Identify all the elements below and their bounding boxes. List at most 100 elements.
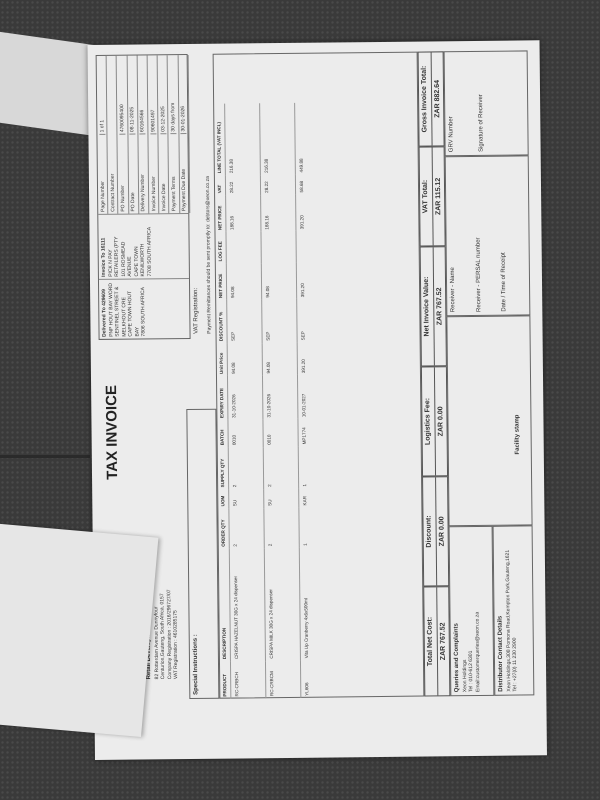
total-value: ZAR 882.64	[430, 52, 444, 146]
info-key: Invoice Number	[150, 176, 157, 212]
table-cell: SEP	[226, 299, 263, 344]
distributor-line: Tel : +27(0) 11 230 2900	[511, 637, 519, 692]
table-cell: 188.16	[260, 194, 296, 232]
info-key: PO Number	[119, 185, 127, 212]
info-key: Payment Terms	[170, 176, 178, 212]
page-title: TAX INVOICE	[103, 384, 122, 480]
delivered-to: Delivered To 429609 PNP HOUT BAY WORD SE…	[98, 277, 190, 339]
info-value: 90601497	[149, 55, 156, 135]
table-cell: 0010	[262, 419, 299, 447]
table-cell: 216.38	[259, 102, 296, 175]
total-label: Gross Invoice Total:	[420, 65, 429, 133]
total-value: ZAR 0.00	[433, 367, 448, 476]
address-line: 7806 SOUTH AFRICA	[140, 286, 147, 337]
receiver-box: Receiver - Name Receiver - PERSAL number…	[444, 155, 531, 317]
total-cell: VAT Total: ZAR 115.12	[418, 146, 446, 247]
address-line: 7708 SOUTH AFRICA	[145, 226, 153, 277]
total-value: ZAR 0.00	[435, 477, 449, 586]
facility-stamp-box: Facility stamp	[446, 315, 533, 527]
table-cell	[260, 231, 297, 263]
table-cell: SEP	[261, 299, 298, 343]
total-label: Total Net Cost:	[426, 616, 435, 667]
table-cell: 216.38	[224, 103, 261, 176]
info-key: Page Number	[99, 180, 106, 212]
remittance-note: Payment Remittances should be sent promp…	[204, 176, 213, 334]
info-key: Invoice Date	[160, 183, 167, 212]
info-key: Delivery Number	[140, 174, 147, 212]
facility-stamp-label: Facility stamp	[514, 414, 521, 455]
column-header: DISCOUNT %	[218, 311, 224, 342]
receipt-date-label: Date / Time of Receipt	[500, 252, 508, 312]
address-line: SENTINEL STREET &	[114, 286, 121, 337]
table-cell: 449.88	[294, 102, 331, 175]
column-header: Unit Price	[218, 352, 224, 375]
grv-box: GRV Number Signature of Receiver	[443, 50, 529, 157]
table-cell: CRISPA HAZELNUT 30G x 24 dispenser	[229, 548, 266, 662]
table-cell: 31-10-2026	[227, 375, 263, 420]
seat-seam	[0, 455, 90, 458]
total-value: ZAR 115.12	[431, 147, 445, 246]
info-value: 1 of 1	[98, 55, 106, 136]
items-table: PRODUCT DESCRIPTION ORDER QTY UOM SUPPLY QTY…	[213, 102, 336, 699]
invoice-header-box: Delivered To 429609 PNP HOUT BAY WORD SE…	[95, 53, 191, 340]
total-cell: Logistics Fee: ZAR 0.00	[420, 366, 449, 477]
table-cell: 2	[228, 446, 264, 490]
table-cell: YL606	[300, 660, 336, 698]
table-cell: 28.22	[225, 174, 261, 196]
total-label: Logistics Fee:	[424, 397, 432, 446]
total-value: ZAR 767.52	[436, 587, 450, 696]
table-cell: 94.08	[262, 342, 298, 376]
table-cell: 2	[228, 507, 265, 549]
table-cell: 0010	[227, 419, 264, 448]
table-cell: 188.16	[225, 194, 261, 233]
column-header: PRODUCT	[222, 673, 228, 697]
table-cell: 391.20	[297, 342, 333, 376]
column-header: NET PRICE	[217, 205, 223, 231]
table-cell	[225, 231, 262, 264]
table-cell: 1	[298, 446, 334, 489]
table-cell: 94.08	[227, 342, 263, 376]
total-value: ZAR 767.52	[432, 247, 446, 366]
total-cell: Total Net Cost: ZAR 767.52	[423, 586, 451, 697]
info-value	[111, 55, 113, 136]
info-key: Contract Number	[109, 173, 117, 212]
table-cell: 10-01-2027	[297, 374, 333, 420]
table-cell: SU	[263, 488, 299, 508]
table-cell: 94.08	[226, 262, 262, 301]
column-header: ORDER QTY	[220, 519, 226, 547]
grv-number-label: GRV Number	[448, 116, 455, 153]
special-instructions-label: Special Instructions :	[192, 634, 200, 695]
column-header: BATCH	[219, 429, 225, 446]
table-cell: KAR	[298, 488, 334, 508]
total-cell: Net Invoice Value: ZAR 767.52	[419, 246, 447, 367]
info-value: 30-01-2026	[179, 55, 187, 135]
table-row: YL606 Vita Up Cranberry 4x6x500ml 1 KAR 1 MP1…	[294, 102, 336, 698]
table-cell: MP1774	[297, 418, 334, 447]
table-cell: RC-CRBCH	[230, 660, 266, 699]
total-cell: Discount: ZAR 0.00	[422, 476, 450, 587]
table-cell: 31-10-2026	[262, 375, 298, 420]
column-header: SUPPLY QTY	[219, 458, 226, 488]
delivered-to-label: Delivered To 429609	[101, 289, 108, 337]
distributor-box: Distributor Contact Details Xeon Holding…	[492, 525, 535, 696]
total-label: Discount:	[425, 515, 433, 548]
table-cell: RC-CRBCM	[265, 660, 301, 699]
column-header: UOM	[220, 495, 226, 507]
table-cell	[295, 230, 332, 263]
info-value: 30 days from	[169, 55, 177, 135]
total-label: VAT Total:	[421, 179, 430, 214]
queries-line: Email:customerqueries@xeon.co.za	[473, 611, 481, 693]
vat-registration-label: VAT Registration:	[193, 287, 200, 334]
info-value: 60164566	[138, 55, 146, 135]
table-cell: 94.08	[261, 262, 297, 300]
special-instructions-box: Special Instructions :	[186, 408, 220, 700]
receiver-persal-label: Receiver - PERSAL number	[475, 237, 482, 312]
table-cell: Vita Up Cranberry 4x6x500ml	[299, 547, 336, 661]
table-cell: SU	[228, 488, 264, 509]
invoice-info-table: Page Number 1 of 1 Contract Number PO Numbe…	[96, 54, 190, 214]
table-cell: 2	[263, 507, 300, 549]
table-cell: 391.20	[295, 194, 331, 232]
invoice-paper: TAX INVOICE Retail Development Solutions…	[87, 40, 547, 760]
info-value: 4760095400	[118, 55, 126, 136]
table-cell: 2	[263, 446, 299, 489]
